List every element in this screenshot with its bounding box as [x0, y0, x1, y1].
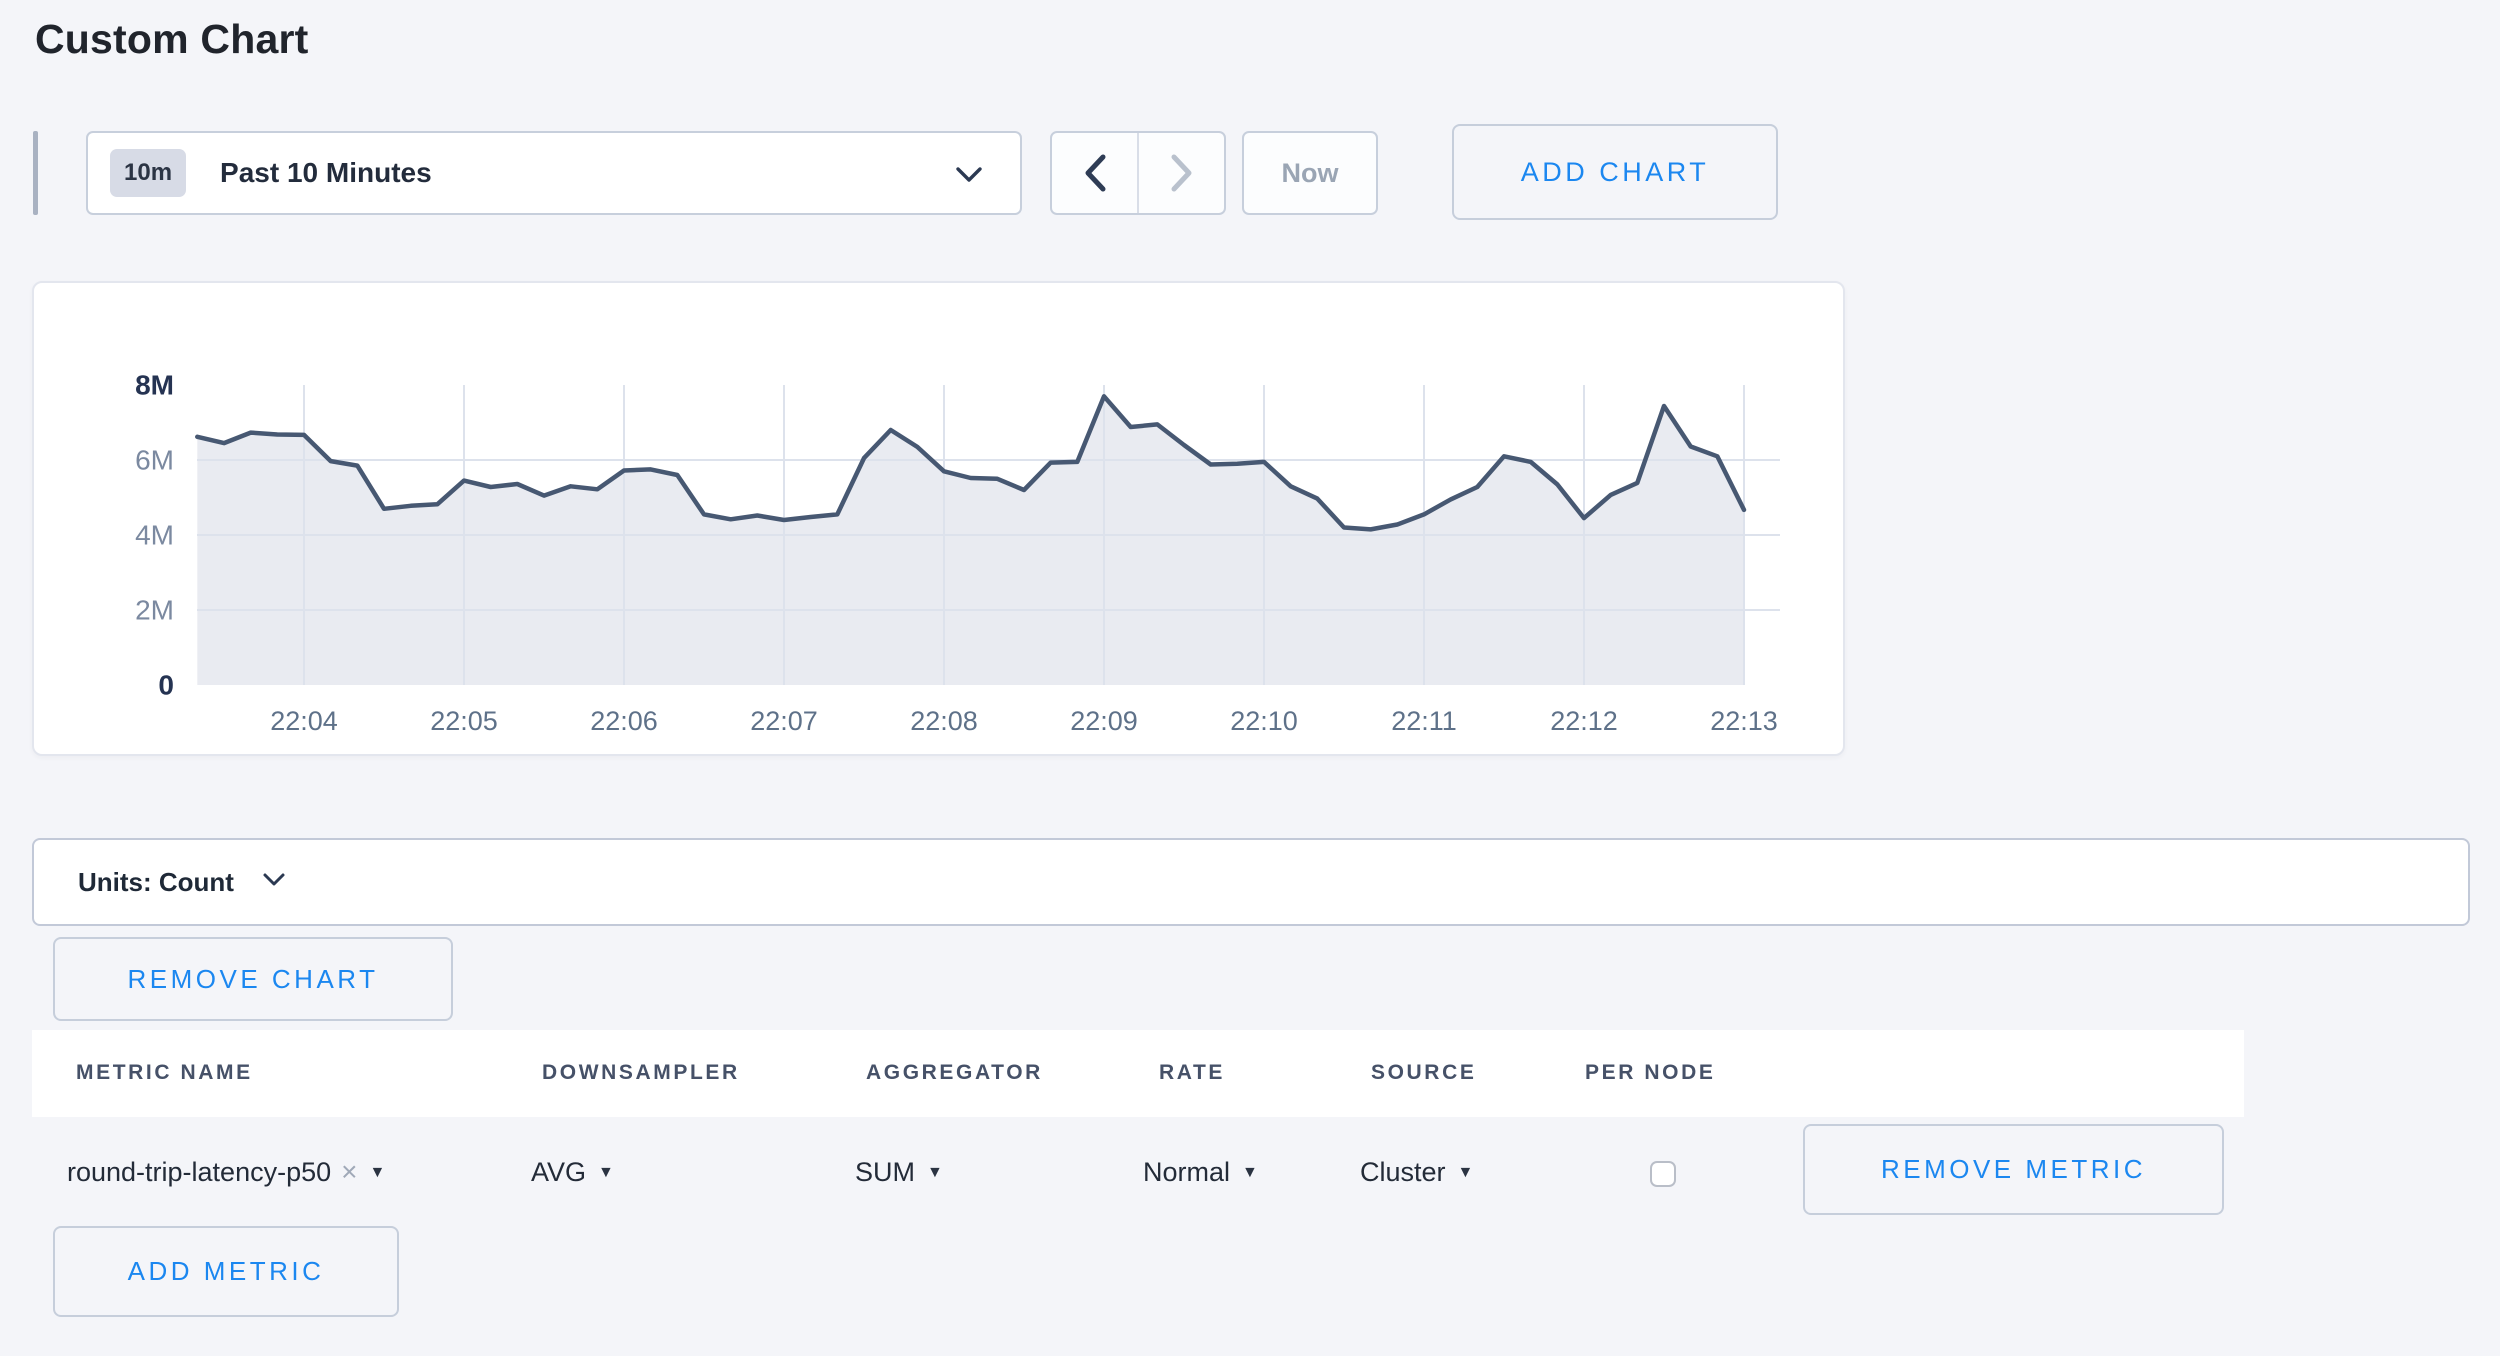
svg-text:6M: 6M	[135, 445, 174, 476]
remove-chart-button[interactable]: REMOVE CHART	[53, 937, 453, 1021]
svg-text:22:11: 22:11	[1391, 706, 1457, 736]
timeseries-area-chart[interactable]: 0 2M 4M 6M 8M 22:04 22:05 22:06 22:07 22:08 22:09 2…	[34, 283, 1843, 754]
time-range-badge: 10m	[110, 149, 187, 197]
caret-down-icon: ▼	[598, 1164, 614, 1181]
time-range-select[interactable]: 10m Past 10 Minutes	[86, 131, 1022, 215]
now-button[interactable]: Now	[1242, 131, 1378, 215]
add-chart-button[interactable]: ADD CHART	[1452, 124, 1778, 220]
time-range-label: Past 10 Minutes	[220, 157, 432, 188]
remove-metric-button[interactable]: REMOVE METRIC	[1803, 1124, 2224, 1215]
svg-text:22:08: 22:08	[910, 706, 978, 736]
aggregator-select[interactable]: SUM ▼	[855, 1152, 943, 1192]
svg-text:22:04: 22:04	[270, 706, 338, 736]
caret-down-icon: ▼	[369, 1164, 386, 1181]
svg-text:22:07: 22:07	[750, 706, 818, 736]
svg-text:22:09: 22:09	[1070, 706, 1138, 736]
caret-down-icon: ▼	[1457, 1164, 1474, 1181]
add-metric-button[interactable]: ADD METRIC	[53, 1226, 399, 1317]
next-time-button[interactable]	[1137, 133, 1224, 213]
svg-text:0: 0	[158, 670, 174, 701]
column-header-per-node: PER NODE	[1585, 1061, 1716, 1084]
page-title: Custom Chart	[35, 16, 309, 62]
column-header-metric-name: METRIC NAME	[76, 1061, 253, 1084]
caret-down-icon: ▼	[927, 1164, 943, 1181]
column-header-rate: RATE	[1159, 1061, 1226, 1084]
time-nav-group	[1050, 131, 1226, 215]
caret-down-icon: ▼	[1242, 1164, 1258, 1181]
prev-time-button[interactable]	[1052, 133, 1137, 213]
svg-text:22:12: 22:12	[1550, 706, 1618, 736]
rate-select[interactable]: Normal ▼	[1143, 1152, 1258, 1192]
downsampler-select[interactable]: AVG ▼	[531, 1152, 614, 1192]
chevron-down-icon	[262, 872, 286, 893]
svg-text:8M: 8M	[135, 370, 174, 401]
column-header-source: SOURCE	[1371, 1061, 1477, 1084]
column-header-downsampler: DOWNSAMPLER	[542, 1061, 740, 1084]
toolbar-accent-bar	[33, 131, 38, 215]
metric-name-value: round-trip-latency-p50	[67, 1156, 332, 1187]
chevron-left-icon	[1085, 154, 1105, 192]
aggregator-value: SUM	[855, 1156, 915, 1187]
rate-value: Normal	[1143, 1156, 1231, 1187]
units-select[interactable]: Units: Count	[32, 838, 2470, 926]
units-label: Units: Count	[78, 866, 234, 897]
column-header-aggregator: AGGREGATOR	[866, 1061, 1043, 1084]
metrics-table-header: METRIC NAME DOWNSAMPLER AGGREGATOR RATE …	[32, 1030, 2244, 1117]
metric-name-select[interactable]: round-trip-latency-p50 × ▼	[67, 1152, 385, 1192]
source-select[interactable]: Cluster ▼	[1360, 1152, 1473, 1192]
svg-text:2M: 2M	[135, 595, 174, 626]
downsampler-value: AVG	[531, 1156, 587, 1187]
svg-text:22:13: 22:13	[1710, 706, 1778, 736]
svg-text:22:06: 22:06	[590, 706, 658, 736]
chevron-right-icon	[1171, 154, 1191, 192]
source-value: Cluster	[1360, 1156, 1446, 1187]
svg-text:22:05: 22:05	[430, 706, 498, 736]
svg-text:4M: 4M	[135, 520, 174, 551]
per-node-checkbox[interactable]	[1650, 1161, 1676, 1187]
chevron-down-icon	[954, 165, 984, 190]
clear-metric-icon[interactable]: ×	[341, 1156, 358, 1187]
chart-card: 0 2M 4M 6M 8M 22:04 22:05 22:06 22:07 22:08 22:09 2…	[32, 281, 1845, 756]
svg-text:22:10: 22:10	[1230, 706, 1298, 736]
